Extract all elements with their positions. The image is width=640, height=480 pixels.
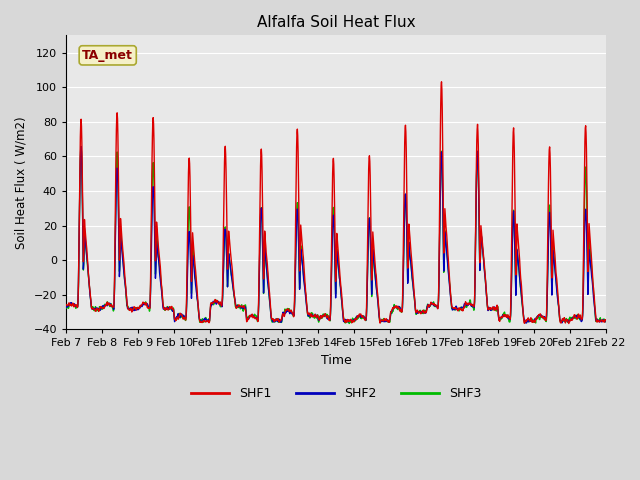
SHF2 [539, 314, 547, 320]
SHF3 [170, 305, 177, 311]
SHF3 [243, 314, 251, 320]
SHF2 [62, 304, 70, 310]
SHF1 [243, 319, 250, 324]
SHF3 [492, 307, 499, 312]
SHF1 [438, 79, 445, 84]
SHF2 [522, 320, 530, 326]
Line: SHF2: SHF2 [66, 146, 606, 323]
SHF1 [491, 304, 499, 310]
SHF3 [420, 309, 428, 314]
SHF3 [77, 144, 85, 150]
Title: Alfalfa Soil Heat Flux: Alfalfa Soil Heat Flux [257, 15, 415, 30]
SHF1 [169, 307, 177, 312]
SHF3 [602, 318, 610, 324]
SHF3 [346, 321, 353, 326]
X-axis label: Time: Time [321, 354, 351, 367]
SHF2 [420, 310, 428, 316]
Text: TA_met: TA_met [83, 49, 133, 62]
Line: SHF3: SHF3 [66, 147, 606, 324]
SHF2 [77, 144, 85, 149]
Y-axis label: Soil Heat Flux ( W/m2): Soil Heat Flux ( W/m2) [15, 116, 28, 249]
Legend: SHF1, SHF2, SHF3: SHF1, SHF2, SHF3 [186, 383, 486, 406]
SHF2 [491, 306, 499, 312]
SHF2 [170, 307, 177, 312]
SHF1 [539, 313, 547, 319]
SHF1 [420, 310, 428, 315]
SHF1 [62, 301, 70, 307]
SHF1 [602, 318, 610, 324]
SHF2 [183, 304, 191, 310]
SHF3 [183, 301, 191, 307]
Line: SHF1: SHF1 [66, 82, 606, 324]
SHF1 [565, 321, 573, 326]
SHF2 [243, 316, 251, 322]
SHF2 [602, 319, 610, 325]
SHF1 [182, 310, 190, 316]
SHF3 [62, 305, 70, 311]
SHF3 [539, 314, 547, 320]
